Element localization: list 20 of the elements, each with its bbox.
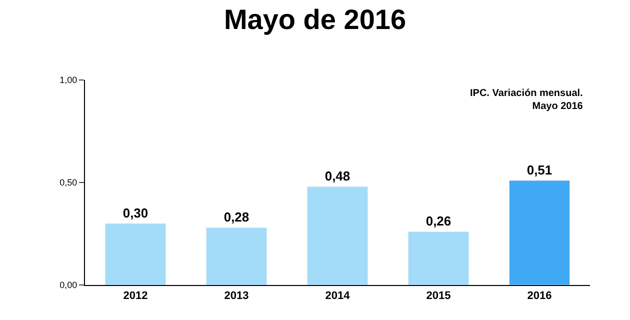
bar bbox=[508, 180, 570, 285]
y-tick-label: 0,00 bbox=[60, 280, 78, 290]
data-label: 0,28 bbox=[224, 210, 250, 225]
data-label: 0,51 bbox=[526, 162, 552, 178]
bar bbox=[408, 231, 470, 285]
bar bbox=[104, 223, 166, 285]
data-label: 0,48 bbox=[324, 168, 350, 184]
x-tick-label: 2012 bbox=[123, 290, 148, 302]
data-label: 0,30 bbox=[122, 206, 148, 220]
x-tick-label: 2014 bbox=[325, 290, 351, 302]
chart-title: Mayo de 2016 bbox=[224, 4, 406, 36]
data-label: 0,26 bbox=[426, 214, 452, 229]
y-tick-label: 0,50 bbox=[60, 178, 78, 188]
bar bbox=[306, 186, 368, 285]
bar bbox=[206, 227, 268, 285]
x-tick-label: 2015 bbox=[426, 290, 451, 302]
y-tick-label: 1,00 bbox=[60, 75, 78, 86]
annotation: IPC. Variación mensual. Mayo 2016 bbox=[470, 88, 584, 112]
x-tick-label: 2016 bbox=[527, 290, 552, 302]
x-tick-label: 2013 bbox=[224, 290, 249, 302]
